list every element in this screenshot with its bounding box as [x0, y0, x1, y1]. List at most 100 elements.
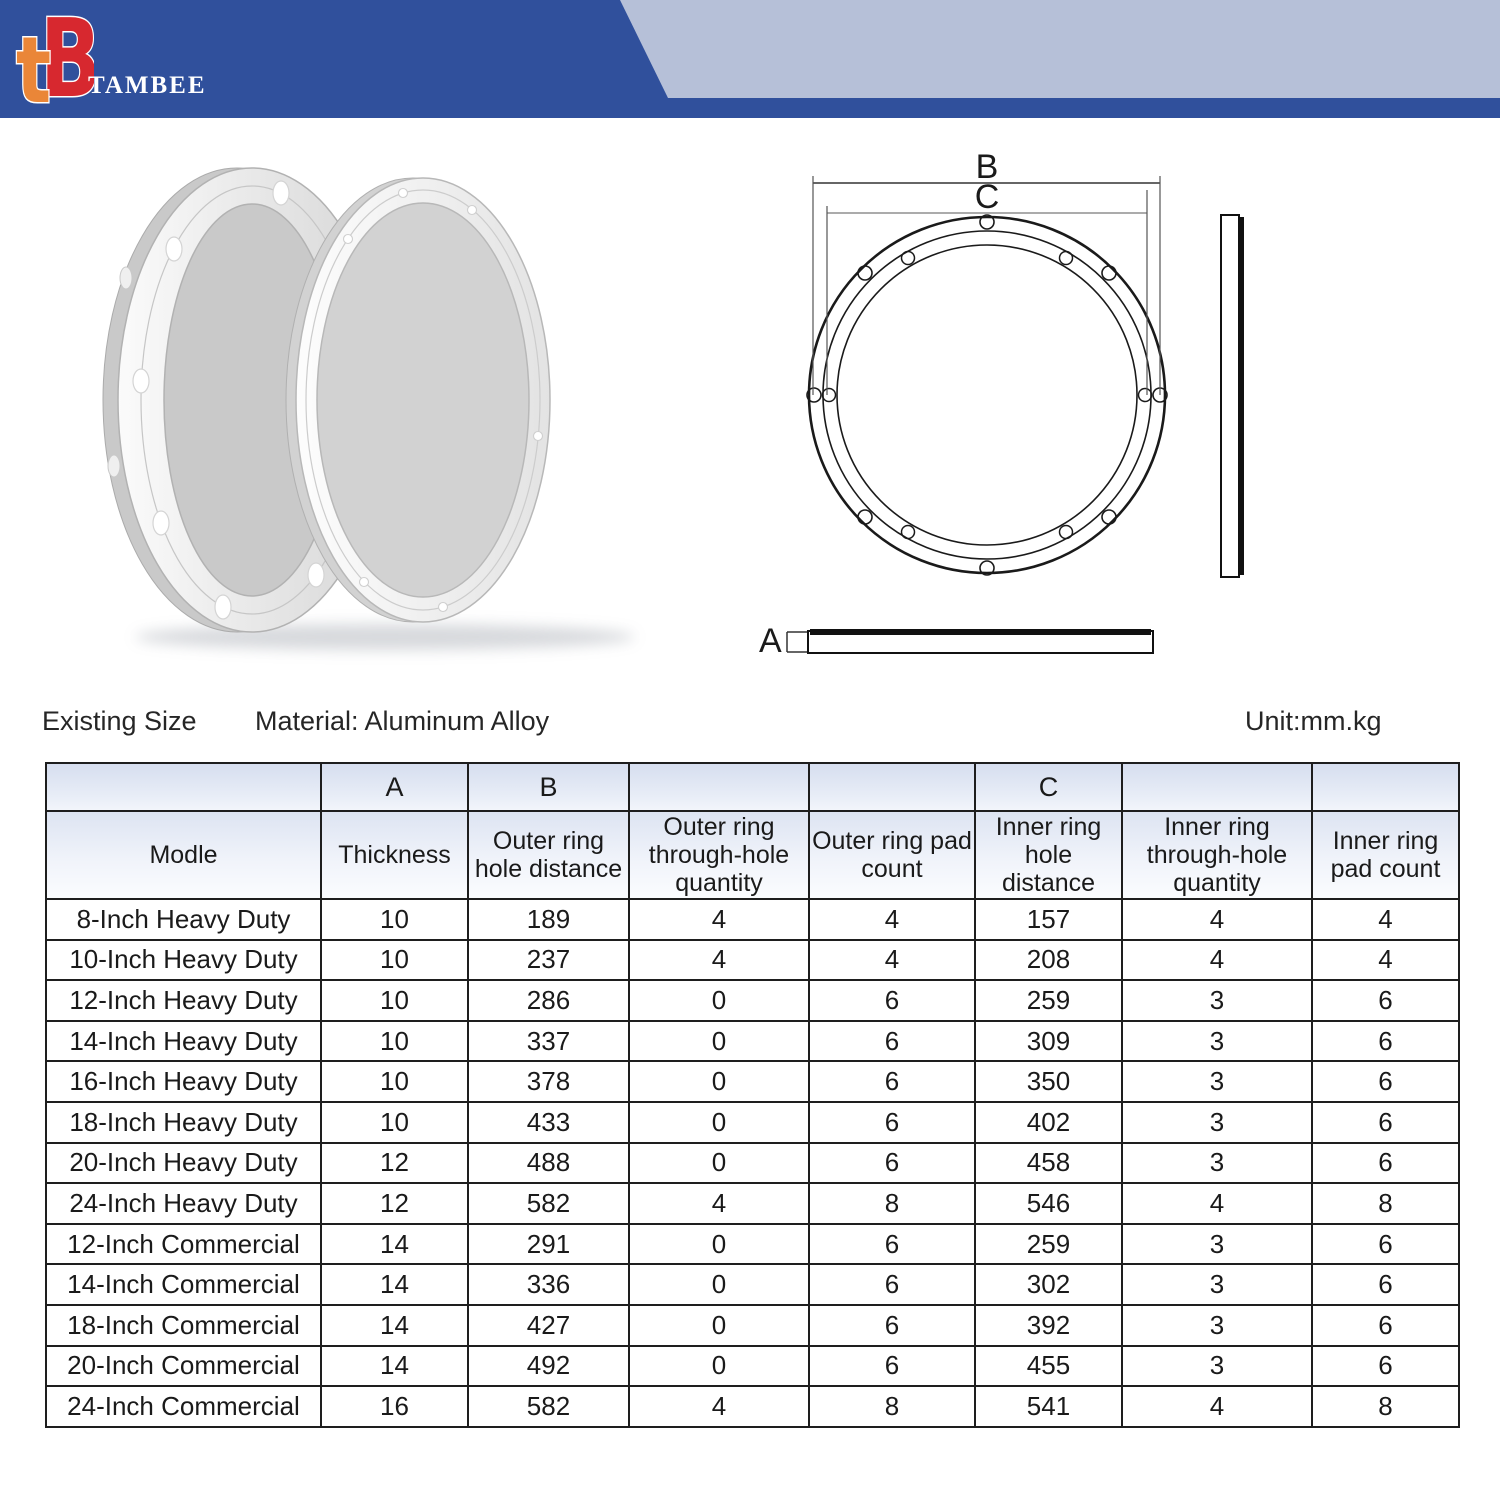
spec-value-cell: 488: [467, 1141, 630, 1185]
spec-value-cell: 14: [320, 1222, 469, 1266]
brand-header: B t TAMBEE: [0, 0, 1500, 118]
dim-label-c: C: [975, 178, 1000, 216]
dimension-header-row: A B C: [45, 762, 1460, 812]
spec-value-cell: 3: [1121, 979, 1313, 1022]
spec-value-cell: 6: [1311, 1019, 1460, 1063]
column-header-cell: Outer ring hole distance: [467, 810, 630, 900]
spec-value-cell: 4: [1121, 938, 1313, 982]
inner-ring-holes: [821, 250, 1153, 540]
model-cell: 24-Inch Heavy Duty: [45, 1182, 322, 1225]
spec-value-cell: 8: [1311, 1182, 1460, 1225]
spec-value-cell: 286: [467, 979, 630, 1022]
spec-value-cell: 6: [808, 979, 976, 1022]
spec-value-cell: 3: [1121, 1344, 1313, 1388]
dimension-b: B: [812, 148, 1161, 395]
table-row: 18-Inch Heavy Duty 10 433 0 6 402 3 6: [45, 1100, 1460, 1144]
spec-value-cell: 3: [1121, 1060, 1313, 1103]
spec-value-cell: 8: [808, 1182, 976, 1225]
spec-value-cell: 6: [808, 1060, 976, 1103]
dimension-header-cell: [1311, 762, 1460, 812]
spec-value-cell: 392: [974, 1303, 1123, 1347]
model-cell: 14-Inch Heavy Duty: [45, 1019, 322, 1063]
spec-value-cell: 4: [628, 1385, 810, 1428]
column-header-cell: Inner ring pad count: [1311, 810, 1460, 900]
spec-value-cell: 8: [808, 1385, 976, 1428]
spec-value-cell: 157: [974, 898, 1123, 941]
table-row: 14-Inch Heavy Duty 10 337 0 6 309 3 6: [45, 1019, 1460, 1063]
spec-value-cell: 237: [467, 938, 630, 982]
dimension-header-cell: B: [467, 762, 630, 812]
spec-value-cell: 10: [320, 1100, 469, 1144]
model-cell: 8-Inch Heavy Duty: [45, 898, 322, 941]
model-cell: 12-Inch Commercial: [45, 1222, 322, 1266]
table-row: 8-Inch Heavy Duty 10 189 4 4 157 4 4: [45, 898, 1460, 941]
spec-value-cell: 541: [974, 1385, 1123, 1428]
model-cell: 10-Inch Heavy Duty: [45, 938, 322, 982]
column-header-cell: Inner ring hole distance: [974, 810, 1123, 900]
dimension-c: C: [826, 178, 1148, 395]
spec-value-cell: 4: [628, 938, 810, 982]
spec-value-cell: 6: [1311, 1222, 1460, 1266]
spec-value-cell: 10: [320, 1060, 469, 1103]
spec-value-cell: 582: [467, 1385, 630, 1428]
spec-value-cell: 4: [628, 1182, 810, 1225]
meta-row: Existing Size Material: Aluminum Alloy U…: [0, 706, 1500, 746]
spec-value-cell: 10: [320, 1019, 469, 1063]
spec-value-cell: 427: [467, 1303, 630, 1347]
side-view-vertical: [1220, 214, 1244, 578]
spec-value-cell: 6: [1311, 1100, 1460, 1144]
dimension-header-cell: C: [974, 762, 1123, 812]
spec-value-cell: 16: [320, 1385, 469, 1428]
spec-value-cell: 6: [808, 1141, 976, 1185]
spec-value-cell: 12: [320, 1141, 469, 1185]
spec-value-cell: 6: [808, 1222, 976, 1266]
side-view-horizontal: A: [759, 622, 1154, 660]
table-row: 18-Inch Commercial 14 427 0 6 392 3 6: [45, 1303, 1460, 1347]
spec-value-cell: 259: [974, 1222, 1123, 1266]
model-cell: 20-Inch Commercial: [45, 1344, 322, 1388]
column-header-cell: Outer ring pad count: [808, 810, 976, 900]
spec-value-cell: 6: [1311, 1060, 1460, 1103]
spec-value-cell: 6: [808, 1019, 976, 1063]
spec-value-cell: 12: [320, 1182, 469, 1225]
model-cell: 20-Inch Heavy Duty: [45, 1141, 322, 1185]
table-row: 16-Inch Heavy Duty 10 378 0 6 350 3 6: [45, 1060, 1460, 1103]
spec-value-cell: 492: [467, 1344, 630, 1388]
spec-value-cell: 4: [1121, 1182, 1313, 1225]
column-header-cell: Inner ring through-hole quantity: [1121, 810, 1313, 900]
dimension-header-cell: A: [320, 762, 469, 812]
table-row: 10-Inch Heavy Duty 10 237 4 4 208 4 4: [45, 938, 1460, 982]
spec-value-cell: 10: [320, 938, 469, 982]
spec-value-cell: 350: [974, 1060, 1123, 1103]
spec-table-body: 8-Inch Heavy Duty 10 189 4 4 157 4 4 10-Inch Hea…: [45, 898, 1460, 1428]
table-row: 20-Inch Heavy Duty 12 488 0 6 458 3 6: [45, 1141, 1460, 1185]
spec-value-cell: 6: [1311, 1344, 1460, 1388]
model-cell: 14-Inch Commercial: [45, 1263, 322, 1306]
spec-value-cell: 189: [467, 898, 630, 941]
spec-value-cell: 10: [320, 898, 469, 941]
spec-value-cell: 6: [808, 1344, 976, 1388]
spec-value-cell: 4: [1311, 938, 1460, 982]
spec-value-cell: 3: [1121, 1019, 1313, 1063]
spec-value-cell: 14: [320, 1303, 469, 1347]
unit-label: Unit:mm.kg: [1245, 706, 1382, 736]
spec-value-cell: 302: [974, 1263, 1123, 1306]
ring-edge-tabs: [107, 266, 133, 478]
model-cell: 18-Inch Commercial: [45, 1303, 322, 1347]
ring-pads: [132, 180, 325, 620]
spec-value-cell: 6: [808, 1263, 976, 1306]
spec-value-cell: 0: [628, 1263, 810, 1306]
spec-value-cell: 291: [467, 1222, 630, 1266]
technical-diagram: B C A: [759, 148, 1244, 660]
model-cell: 18-Inch Heavy Duty: [45, 1100, 322, 1144]
spec-value-cell: 337: [467, 1019, 630, 1063]
spec-value-cell: 6: [1311, 1303, 1460, 1347]
spec-value-cell: 0: [628, 1100, 810, 1144]
table-row: 14-Inch Commercial 14 336 0 6 302 3 6: [45, 1263, 1460, 1306]
existing-size-label: Existing Size: [42, 706, 197, 736]
photo-ring-right: [285, 177, 551, 623]
spec-value-cell: 14: [320, 1344, 469, 1388]
spec-value-cell: 0: [628, 1222, 810, 1266]
svg-text:B: B: [40, 6, 94, 110]
spec-value-cell: 6: [1311, 1141, 1460, 1185]
